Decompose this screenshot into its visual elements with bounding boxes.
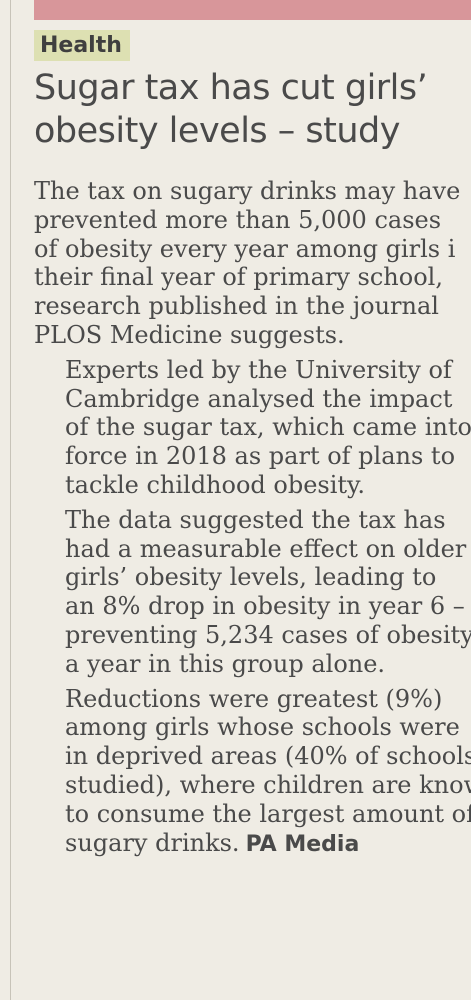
body-line: of obesity every year among girls i [34,235,471,264]
headline-line: Sugar tax has cut girls’ [34,67,471,110]
article: Health Sugar tax has cut girls’ obesity … [34,30,471,865]
body-line: PLOS Medicine suggests. [34,321,471,350]
source-credit: PA Media [246,832,360,857]
body-line: their final year of primary school, [34,263,471,292]
body-line: preventing 5,234 cases of obesity [34,621,471,650]
top-color-band [34,0,471,20]
body-line: prevented more than 5,000 cases [34,206,471,235]
body-line: Reductions were greatest (9%) [34,685,471,714]
body-line: The tax on sugary drinks may have [34,177,471,206]
paragraph-2: Experts led by the University of Cambrid… [34,356,471,500]
body-line: force in 2018 as part of plans to [34,442,471,471]
paragraph-1: The tax on sugary drinks may have preven… [34,177,471,350]
body-line: tackle childhood obesity. [34,471,471,500]
body-line: Cambridge analysed the impact [34,385,471,414]
body-line: The data suggested the tax has [34,506,471,535]
section-label: Health [34,30,130,61]
body-line: an 8% drop in obesity in year 6 – [34,592,471,621]
body-line-with-credit: sugary drinks. PA Media [34,829,471,860]
body-line: a year in this group alone. [34,650,471,679]
body-line: studied), where children are know [34,771,471,800]
body-line: Experts led by the University of [34,356,471,385]
body-line: to consume the largest amount of [34,800,471,829]
body-line: sugary drinks. [65,829,240,857]
page-edge-rule [10,0,11,1000]
headline: Sugar tax has cut girls’ obesity levels … [34,67,471,153]
body-line: had a measurable effect on older [34,535,471,564]
body-line: among girls whose schools were [34,713,471,742]
body-line: research published in the journal [34,292,471,321]
body-line: in deprived areas (40% of schools [34,742,471,771]
body-line: girls’ obesity levels, leading to [34,563,471,592]
headline-line: obesity levels – study [34,110,471,153]
body-line: of the sugar tax, which came into [34,413,471,442]
paragraph-3: The data suggested the tax has had a mea… [34,506,471,679]
article-body: The tax on sugary drinks may have preven… [34,177,471,859]
paragraph-4: Reductions were greatest (9%) among girl… [34,685,471,860]
